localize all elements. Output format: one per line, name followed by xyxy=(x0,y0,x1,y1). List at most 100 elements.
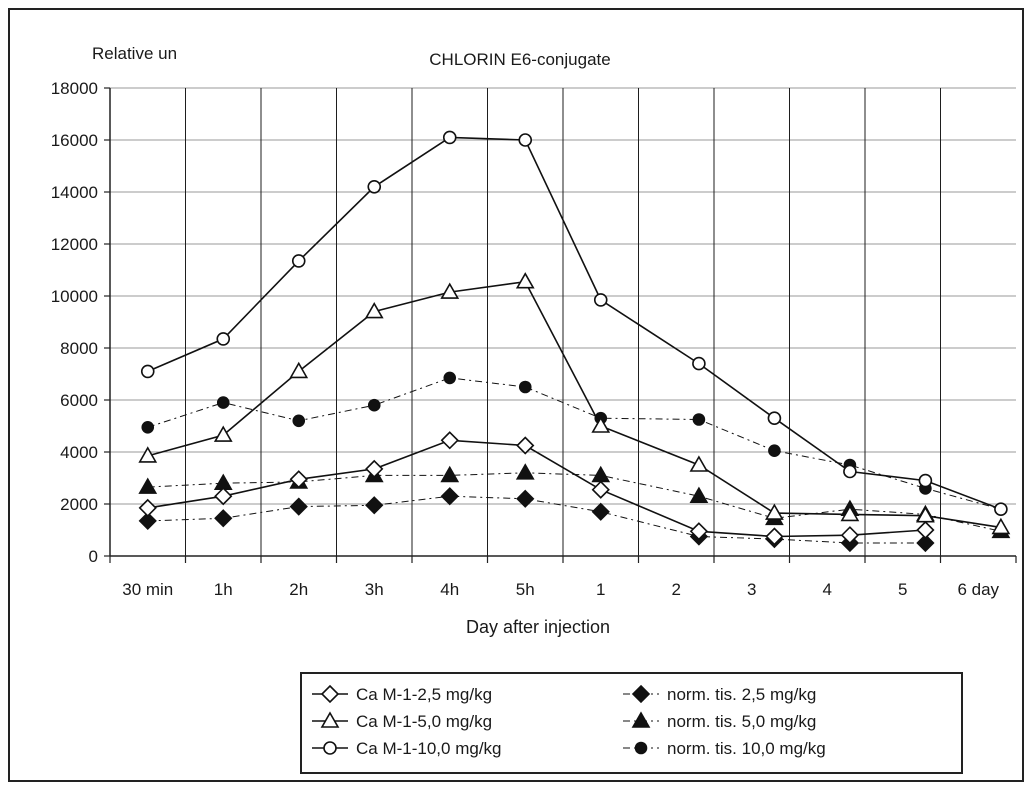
data-point xyxy=(689,486,709,504)
chart-title: CHLORIN E6-conjugate xyxy=(429,50,610,69)
data-point xyxy=(591,502,610,521)
data-point xyxy=(765,503,784,520)
y-tick-label: 18000 xyxy=(51,79,98,98)
legend-label: norm. tis. 2,5 mg/kg xyxy=(667,685,816,704)
x-tick-label: 3h xyxy=(365,580,384,599)
data-point xyxy=(138,511,157,531)
x-tick-label: 30 min xyxy=(122,580,173,599)
data-point xyxy=(591,465,611,483)
legend-entry: norm. tis. 10,0 mg/kg xyxy=(623,739,826,758)
series-3 xyxy=(138,487,935,553)
data-point xyxy=(768,444,781,458)
data-point xyxy=(767,411,782,426)
y-tick-label: 10000 xyxy=(51,287,98,306)
series-0 xyxy=(138,431,935,546)
data-point xyxy=(365,459,384,479)
series-line xyxy=(147,377,1002,510)
series-1 xyxy=(138,272,1011,535)
legend-label: norm. tis. 10,0 mg/kg xyxy=(667,739,826,758)
legend-entry: norm. tis. 2,5 mg/kg xyxy=(623,684,816,704)
data-point xyxy=(765,527,784,546)
y-tick-label: 4000 xyxy=(60,443,98,462)
y-tick-label: 2000 xyxy=(60,495,98,514)
data-point xyxy=(443,371,457,385)
x-tick-label: 1 xyxy=(596,580,605,599)
data-point xyxy=(916,506,935,523)
y-tick-label: 16000 xyxy=(51,131,98,150)
data-point xyxy=(138,446,158,463)
x-tick-labels: 30 min 1h 2h 3h 4h 5h 1 2 3 4 5 6 day xyxy=(122,580,999,599)
data-point xyxy=(140,364,155,379)
legend-box xyxy=(300,672,963,774)
x-tick-label: 2 xyxy=(672,580,681,599)
data-point xyxy=(689,455,709,472)
data-point xyxy=(292,414,306,428)
data-point xyxy=(840,504,860,522)
legend-label: Ca M-1-10,0 mg/kg xyxy=(356,739,502,758)
data-point xyxy=(440,487,459,506)
data-point xyxy=(216,332,231,346)
x-axis-label: Day after injection xyxy=(466,617,610,637)
x-tick-label: 2h xyxy=(289,580,308,599)
x-tick-label: 5 xyxy=(898,580,907,599)
x-tick-label: 6 day xyxy=(957,580,999,599)
data-point xyxy=(515,272,535,289)
x-tick-label: 4h xyxy=(440,580,459,599)
legend-label: Ca M-1-2,5 mg/kg xyxy=(356,685,492,704)
legend-label: norm. tis. 5,0 mg/kg xyxy=(667,712,816,731)
legend-label: Ca M-1-5,0 mg/kg xyxy=(356,712,492,731)
y-tick-label: 6000 xyxy=(60,391,98,410)
y-tick-label: 14000 xyxy=(51,183,98,202)
data-point xyxy=(138,498,157,518)
data-point xyxy=(367,398,381,412)
x-tick-label: 1h xyxy=(214,580,233,599)
data-point xyxy=(440,282,460,299)
y-tick-label: 0 xyxy=(89,547,98,566)
data-point xyxy=(138,477,158,494)
x-tick-label: 3 xyxy=(747,580,756,599)
data-point xyxy=(591,416,611,433)
data-point xyxy=(591,480,610,499)
data-point xyxy=(689,522,709,541)
legend-entry: norm. tis. 5,0 mg/kg xyxy=(623,711,816,731)
legend-marker xyxy=(323,741,337,755)
series-2 xyxy=(140,130,1008,517)
data-point xyxy=(440,465,460,483)
data-point xyxy=(214,509,233,528)
y-tick-label: 12000 xyxy=(51,235,98,254)
series-line xyxy=(147,472,1002,532)
legend-marker xyxy=(320,711,340,728)
data-point xyxy=(216,396,230,409)
data-point xyxy=(518,133,533,147)
data-point xyxy=(916,533,935,553)
data-point xyxy=(518,380,532,394)
data-point xyxy=(365,496,384,515)
legend: Ca M-1-2,5 mg/kg norm. tis. 2,5 mg/kg Ca M… xyxy=(312,684,826,758)
x-tick-label: 4 xyxy=(823,580,832,599)
data-point xyxy=(440,431,459,450)
data-point xyxy=(515,463,535,480)
data-point xyxy=(692,356,706,371)
y-axis-label: Relative un xyxy=(92,44,177,63)
data-point xyxy=(916,520,935,540)
data-point xyxy=(213,425,233,442)
data-point xyxy=(516,489,535,508)
data-point xyxy=(593,293,608,307)
legend-entry: Ca M-1-2,5 mg/kg xyxy=(312,684,492,704)
data-point xyxy=(367,180,382,194)
data-point xyxy=(843,464,857,479)
legend-marker xyxy=(631,684,651,704)
axes xyxy=(104,87,1017,563)
series-line xyxy=(147,439,926,538)
data-point xyxy=(141,420,155,434)
y-tick-labels: 0 2000 4000 6000 8000 10000 12000 14000 16000 180… xyxy=(51,79,98,566)
chart-frame xyxy=(8,8,1024,782)
data-point xyxy=(291,254,306,268)
data-point xyxy=(442,130,457,145)
data-point xyxy=(214,487,233,506)
data-point xyxy=(364,301,384,319)
series-line xyxy=(147,136,1002,510)
legend-entry: Ca M-1-5,0 mg/kg xyxy=(312,711,492,731)
data-point xyxy=(918,473,933,488)
